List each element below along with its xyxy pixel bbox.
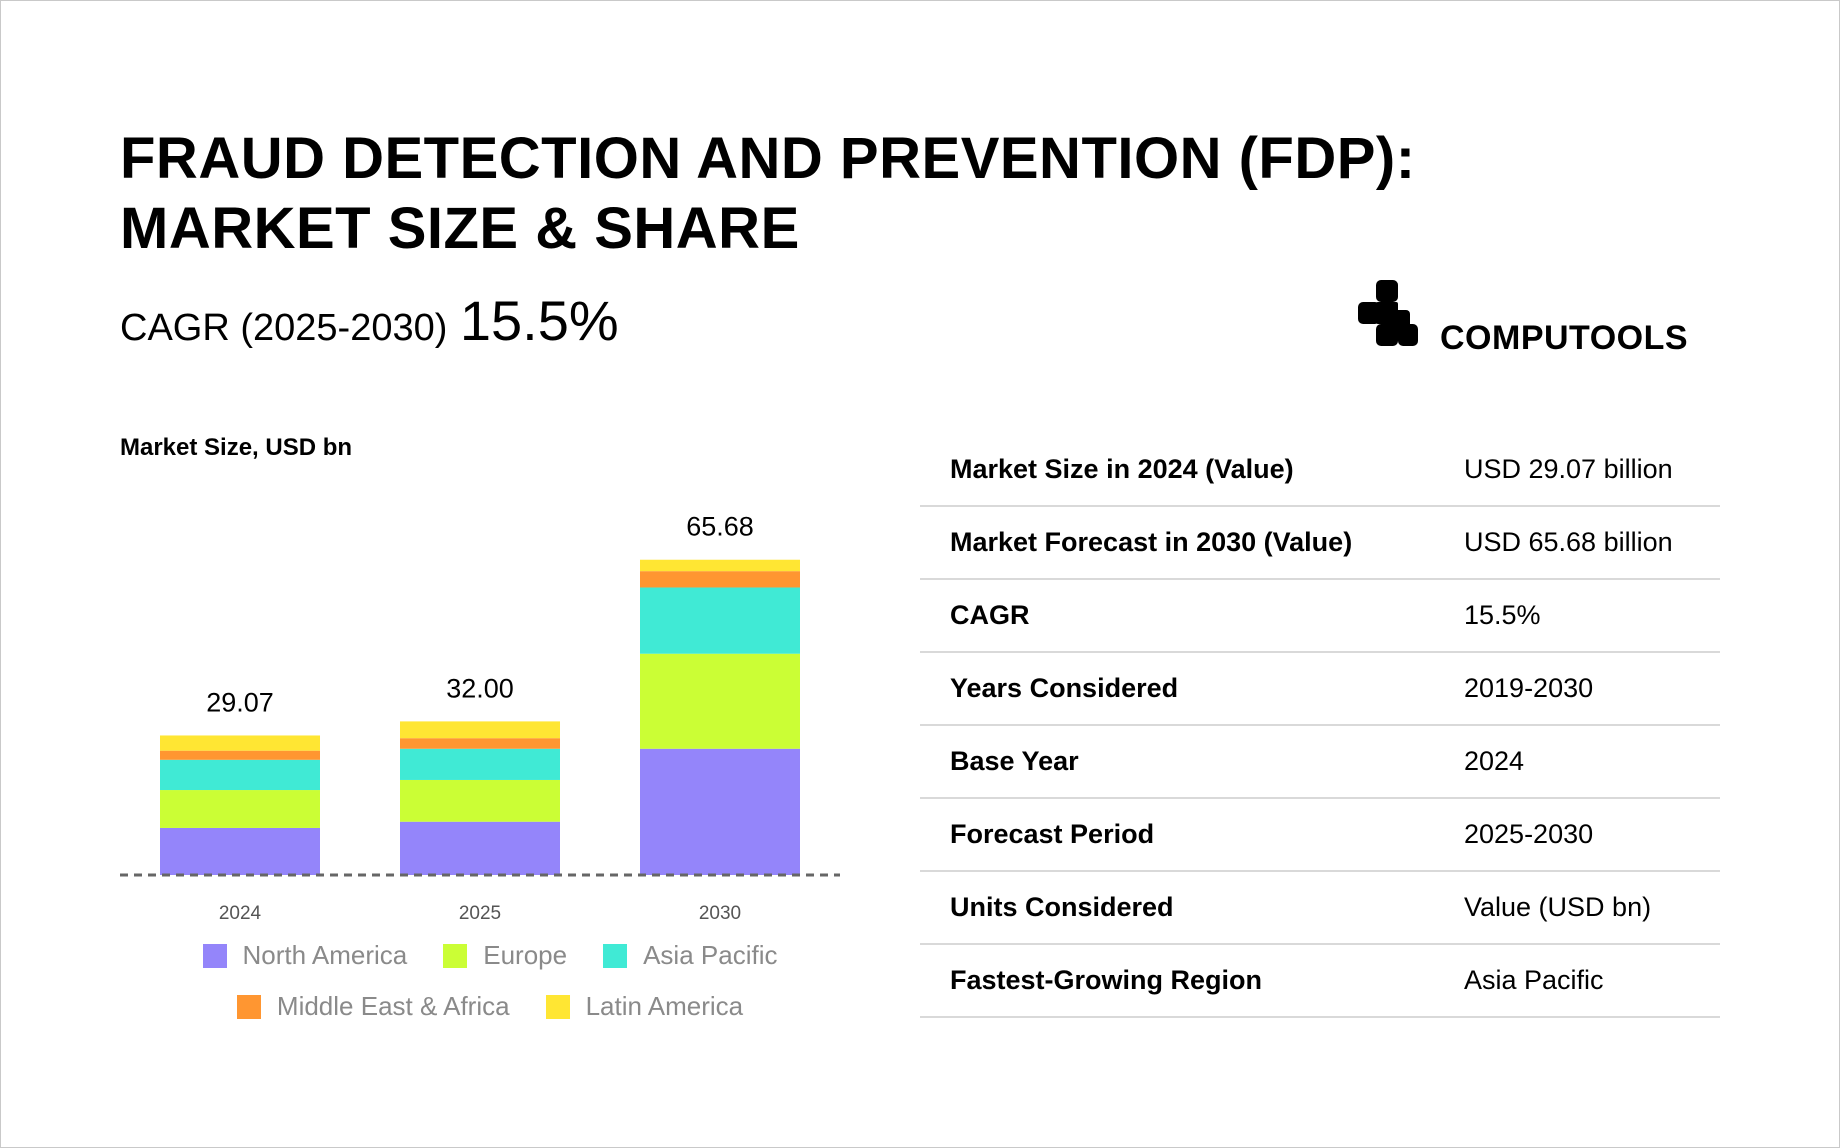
bar-segment-2025-latin-america — [400, 721, 560, 739]
stats-label: Market Forecast in 2030 (Value) — [950, 527, 1353, 557]
legend-swatch — [202, 943, 227, 968]
stacked-bar-chart: 29.07 2024 32.00 2025 65.68 2030 — [120, 512, 840, 920]
bar-segment-2030-asia-pacific — [640, 587, 800, 654]
stats-row: Market Size in 2024 (Value) USD 29.07 bil… — [920, 434, 1720, 507]
legend-item: Europe — [443, 940, 567, 971]
bar-segment-2024-middle-east-africa — [160, 750, 320, 760]
legend-label: Asia Pacific — [643, 940, 778, 970]
stats-value: USD 65.68 billion — [1464, 527, 1673, 557]
stats-value: 2025-2030 — [1464, 819, 1594, 849]
cagr-label: CAGR (2025-2030) — [120, 307, 448, 349]
stats-value: 15.5% — [1464, 600, 1541, 630]
legend-swatch — [443, 943, 468, 968]
legend-swatch — [236, 994, 261, 1019]
legend-item: Latin America — [545, 991, 744, 1022]
bar-segment-2025-europe — [400, 779, 560, 822]
bar-total-label-2030: 65.68 — [686, 512, 754, 542]
bar-segment-2030-middle-east-africa — [640, 571, 800, 588]
market-stats-table: Market Size in 2024 (Value) USD 29.07 bil… — [920, 434, 1720, 1018]
legend-row: North America Europe Asia Pacific — [120, 940, 860, 971]
x-tick-label-2024: 2024 — [219, 903, 262, 920]
legend-item: Middle East & Africa — [236, 991, 510, 1022]
stats-row: Forecast Period 2025-2030 — [920, 799, 1720, 872]
stats-row: Years Considered 2019-2030 — [920, 653, 1720, 726]
stats-value: 2024 — [1464, 746, 1525, 776]
legend-swatch — [603, 943, 628, 968]
bar-total-label-2024: 29.07 — [206, 687, 274, 717]
bar-segment-2030-north-america — [640, 748, 800, 875]
stats-row: Units Considered Value (USD bn) — [920, 872, 1720, 945]
stats-label: CAGR — [950, 600, 1030, 630]
stats-label: Units Considered — [950, 892, 1174, 922]
x-tick-label-2030: 2030 — [699, 903, 741, 920]
legend-label: Latin America — [585, 991, 744, 1021]
legend-label: Middle East & Africa — [276, 991, 510, 1021]
stats-row: CAGR 15.5% — [920, 580, 1720, 653]
bar-segment-2025-north-america — [400, 821, 560, 875]
stats-label: Market Size in 2024 (Value) — [950, 454, 1294, 484]
bar-segment-2030-europe — [640, 653, 800, 749]
stats-value: USD 29.07 billion — [1464, 454, 1673, 484]
stats-label: Forecast Period — [950, 819, 1155, 849]
stats-row: Market Forecast in 2030 (Value) USD 65.68… — [920, 507, 1720, 580]
stats-row: Fastest-Growing Region Asia Pacific — [920, 945, 1720, 1018]
bar-segment-2025-middle-east-africa — [400, 738, 560, 749]
chart-title: Market Size, USD bn — [120, 434, 353, 461]
legend-item: North America — [202, 940, 408, 971]
bar-segment-2024-north-america — [160, 827, 320, 875]
bar-segment-2024-latin-america — [160, 735, 320, 751]
cagr-headline: CAGR (2025-2030) 15.5% — [120, 288, 619, 353]
stats-label: Base Year — [950, 746, 1079, 776]
bar-segment-2024-asia-pacific — [160, 759, 320, 791]
stats-row: Base Year 2024 — [920, 726, 1720, 799]
bar-segment-2024-europe — [160, 790, 320, 828]
stats-value: Value (USD bn) — [1464, 892, 1652, 922]
brand-logo: COMPUTOOLS — [1358, 280, 1688, 357]
bar-total-label-2025: 32.00 — [446, 673, 514, 703]
x-tick-label-2025: 2025 — [459, 903, 501, 920]
stats-label: Years Considered — [950, 673, 1179, 703]
bar-segment-2030-latin-america — [640, 559, 800, 572]
legend-label: North America — [242, 940, 408, 970]
legend-item: Asia Pacific — [603, 940, 777, 971]
computools-logo-icon — [1358, 280, 1418, 346]
legend-row: Middle East & Africa Latin America — [120, 991, 860, 1022]
brand-name: COMPUTOOLS — [1440, 319, 1689, 357]
legend-label: Europe — [483, 940, 568, 970]
stats-value: 2019-2030 — [1464, 673, 1594, 703]
stats-label: Fastest-Growing Region — [950, 965, 1263, 995]
stats-value: Asia Pacific — [1464, 965, 1604, 995]
bar-segment-2025-asia-pacific — [400, 748, 560, 780]
legend-swatch — [545, 994, 570, 1019]
page-title: FRAUD DETECTION AND PREVENTION (FDP): MA… — [120, 126, 1416, 261]
chart-legend: North America Europe Asia Pacific Middle Ea… — [120, 940, 860, 1042]
cagr-value: 15.5% — [459, 289, 619, 352]
